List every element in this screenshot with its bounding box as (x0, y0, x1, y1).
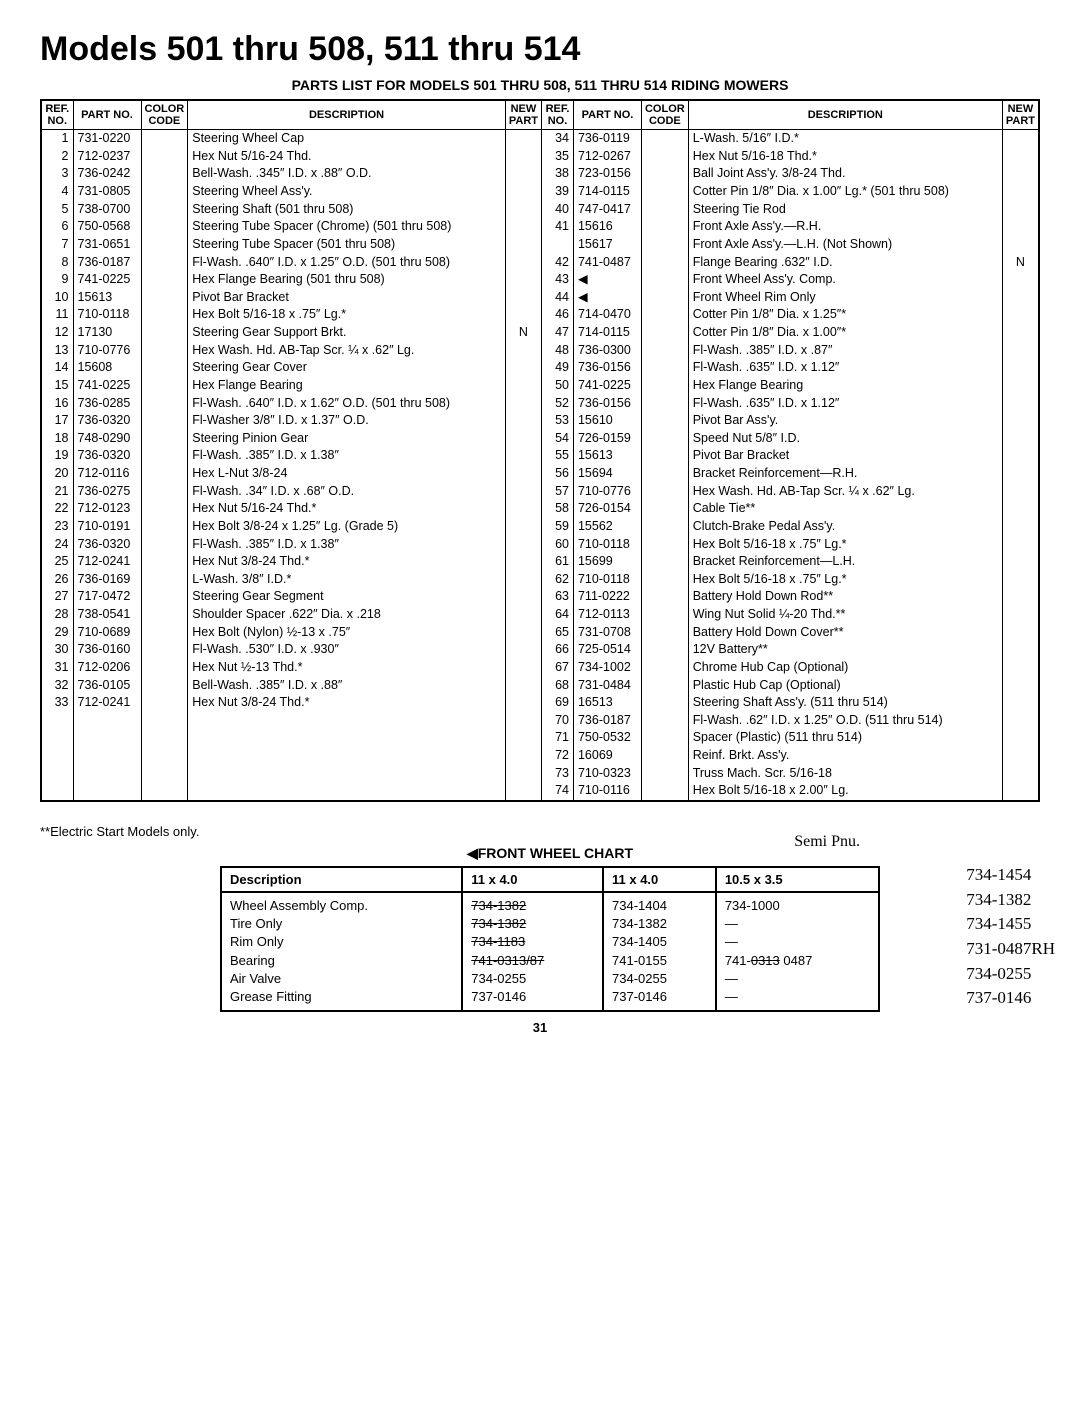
table-row: 15741-0225Hex Flange Bearing50741-0225He… (41, 377, 1039, 395)
table-row: 11710-0118Hex Bolt 5/16-18 x .75″ Lg.*46… (41, 306, 1039, 324)
table-row: 18748-0290Steering Pinion Gear54726-0159… (41, 430, 1039, 448)
page-title: Models 501 thru 508, 511 thru 514 (40, 30, 1040, 69)
table-row: 32736-0105Bell-Wash. .385″ I.D. x .88″68… (41, 677, 1039, 695)
hdr-desc: DESCRIPTION (188, 100, 506, 130)
table-row: 28738-0541Shoulder Spacer .622″ Dia. x .… (41, 606, 1039, 624)
handwritten-semi-pnu: Semi Pnu. (794, 833, 860, 851)
table-row: 13710-0776Hex Wash. Hd. AB-Tap Scr. ¼ x … (41, 342, 1039, 360)
wheel-row: Wheel Assembly Comp.Tire OnlyRim OnlyBea… (221, 892, 879, 1011)
hdr-ref2: REF. NO. (541, 100, 573, 130)
wheel-header: 11 x 4.0 (462, 867, 603, 892)
table-row: 21736-0275Fl-Wash. .34″ I.D. x .68″ O.D.… (41, 483, 1039, 501)
table-row: 16736-0285Fl-Wash. .640″ I.D. x 1.62″ O.… (41, 395, 1039, 413)
table-row: 2712-0237Hex Nut 5/16-24 Thd.35712-0267H… (41, 148, 1039, 166)
table-row: 27717-0472Steering Gear Segment63711-022… (41, 588, 1039, 606)
table-row: 29710-0689Hex Bolt (Nylon) ½-13 x .75″65… (41, 624, 1039, 642)
wheel-header: 11 x 4.0 (603, 867, 716, 892)
hdr-color2: COLOR CODE (641, 100, 688, 130)
footnote: **Electric Start Models only. (40, 824, 1040, 839)
page-number: 31 (40, 1020, 1040, 1035)
table-row: 30736-0160Fl-Wash. .530″ I.D. x .930″667… (41, 641, 1039, 659)
table-row: 25712-0241Hex Nut 3/8-24 Thd.*6115699Bra… (41, 553, 1039, 571)
hdr-ref: REF. NO. (41, 100, 73, 130)
table-row: 5738-0700Steering Shaft (501 thru 508)40… (41, 201, 1039, 219)
wheel-table: Description11 x 4.011 x 4.010.5 x 3.5 Wh… (220, 866, 880, 1012)
table-row: 3736-0242Bell-Wash. .345″ I.D. x .88″ O.… (41, 165, 1039, 183)
table-row: 7216069Reinf. Brkt. Ass'y. (41, 747, 1039, 765)
table-row: 24736-0320Fl-Wash. .385″ I.D. x 1.38″607… (41, 536, 1039, 554)
wheel-chart-title: ◀FRONT WHEEL CHART (220, 845, 880, 862)
table-row: 1217130Steering Gear Support Brkt.N47714… (41, 324, 1039, 342)
table-row: 1731-0220Steering Wheel Cap34736-0119L-W… (41, 130, 1039, 148)
subtitle: PARTS LIST FOR MODELS 501 THRU 508, 511 … (40, 77, 1040, 93)
table-row: 9741-0225Hex Flange Bearing (501 thru 50… (41, 271, 1039, 289)
wheel-header: 10.5 x 3.5 (716, 867, 879, 892)
table-row: 6750-0568Steering Tube Spacer (Chrome) (… (41, 218, 1039, 236)
table-row: 1015613Pivot Bar Bracket44◀Front Wheel R… (41, 289, 1039, 307)
hdr-color: COLOR CODE (141, 100, 188, 130)
table-row: 70736-0187Fl-Wash. .62″ I.D. x 1.25″ O.D… (41, 712, 1039, 730)
table-row: 1415608Steering Gear Cover49736-0156Fl-W… (41, 359, 1039, 377)
wheel-chart: Semi Pnu. ◀FRONT WHEEL CHART Description… (220, 845, 880, 1012)
table-row: 8736-0187Fl-Wash. .640″ I.D. x 1.25″ O.D… (41, 254, 1039, 272)
table-row: 7731-0651Steering Tube Spacer (501 thru … (41, 236, 1039, 254)
handwritten-notes: 734-1454734-1382734-1455731-0487RH734-02… (966, 863, 1055, 1011)
table-row: 26736-0169L-Wash. 3/8″ I.D.*62710-0118He… (41, 571, 1039, 589)
table-row: 20712-0116Hex L-Nut 3/8-245615694Bracket… (41, 465, 1039, 483)
table-row: 22712-0123Hex Nut 5/16-24 Thd.*58726-015… (41, 500, 1039, 518)
table-row: 73710-0323Truss Mach. Scr. 5/16-18 (41, 765, 1039, 783)
table-row: 19736-0320Fl-Wash. .385″ I.D. x 1.38″551… (41, 447, 1039, 465)
table-row: 17736-0320Fl-Washer 3/8″ I.D. x 1.37″ O.… (41, 412, 1039, 430)
hdr-part: PART NO. (73, 100, 141, 130)
table-row: 33712-0241Hex Nut 3/8-24 Thd.*6916513Ste… (41, 694, 1039, 712)
table-row: 71750-0532Spacer (Plastic) (511 thru 514… (41, 729, 1039, 747)
table-row: 74710-0116Hex Bolt 5/16-18 x 2.00″ Lg. (41, 782, 1039, 801)
hdr-new2: NEW PART (1002, 100, 1039, 130)
table-row: 4731-0805Steering Wheel Ass'y.39714-0115… (41, 183, 1039, 201)
wheel-header: Description (221, 867, 462, 892)
hdr-part2: PART NO. (573, 100, 641, 130)
table-row: 23710-0191Hex Bolt 3/8-24 x 1.25″ Lg. (G… (41, 518, 1039, 536)
parts-list-table: REF. NO. PART NO. COLOR CODE DESCRIPTION… (40, 99, 1040, 802)
hdr-new: NEW PART (505, 100, 541, 130)
table-row: 31712-0206Hex Nut ½-13 Thd.*67734-1002Ch… (41, 659, 1039, 677)
hdr-desc2: DESCRIPTION (688, 100, 1002, 130)
